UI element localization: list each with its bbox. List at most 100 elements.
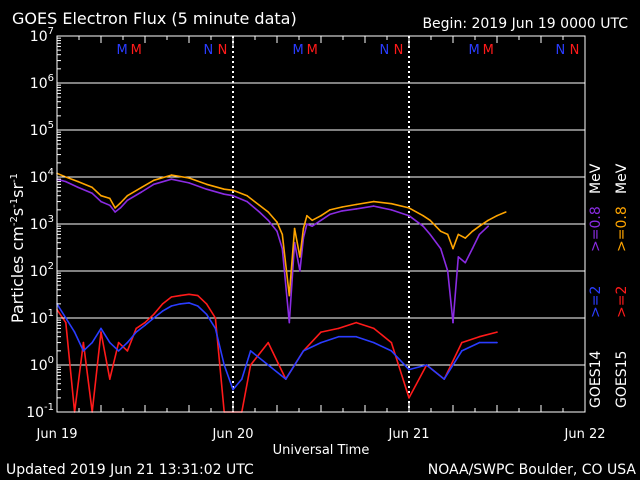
event-marker-5: M (307, 43, 318, 58)
data-point-1-28 (329, 213, 331, 216)
event-marker-6: N (379, 43, 389, 58)
y-tick-exponent: 2 (48, 261, 54, 272)
legend-satellite-0: GOES14 (588, 350, 604, 408)
data-point-0-30 (355, 203, 358, 206)
event-marker-4: M (293, 43, 304, 58)
data-point-0-42 (478, 225, 481, 227)
data-point-0-10 (153, 179, 155, 182)
data-point-0-35 (429, 219, 431, 222)
data-point-3-20 (232, 388, 234, 391)
data-point-0-38 (452, 247, 454, 250)
y-tick-base: 10 (30, 76, 48, 92)
legend-entry-0-0: >=2 (588, 286, 604, 318)
y-tick-base: 10 (30, 358, 48, 374)
y-tick-base: 10 (30, 311, 48, 327)
data-point-3-5 (100, 327, 102, 330)
data-point-0-28 (329, 209, 331, 211)
data-point-1-40 (464, 261, 467, 264)
data-point-3-23 (267, 364, 270, 366)
data-point-2-6 (109, 378, 111, 380)
data-point-3-32 (425, 364, 428, 366)
data-point-3-29 (373, 341, 375, 344)
data-point-3-12 (161, 310, 164, 312)
legend-satellite-1: GOES15 (614, 351, 630, 408)
x-tick-label-1: Jun 20 (212, 427, 254, 442)
updated-timestamp: Updated 2019 Jun 21 13:31:02 UTC (6, 462, 254, 478)
data-point-1-43 (487, 225, 490, 227)
data-point-0-32 (390, 202, 393, 205)
data-point-2-11 (153, 313, 155, 316)
data-point-3-2 (73, 331, 76, 333)
data-point-1-13 (205, 188, 208, 190)
data-point-3-33 (443, 378, 446, 380)
data-point-1-26 (311, 225, 314, 227)
data-point-1-15 (232, 194, 234, 197)
data-point-3-19 (223, 364, 225, 366)
data-point-2-35 (478, 335, 481, 338)
data-point-3-15 (188, 302, 190, 304)
data-point-1-14 (223, 193, 225, 195)
event-marker-0: M (117, 43, 128, 58)
data-point-0-43 (487, 219, 490, 222)
data-point-0-15 (232, 189, 234, 192)
data-point-0-14 (223, 188, 225, 190)
x-tick-label-3: Jun 22 (564, 427, 606, 442)
data-point-0-12 (188, 177, 190, 179)
data-point-2-27 (337, 327, 340, 330)
data-point-0-41 (471, 230, 474, 233)
y-axis-label-exp-2: -1 (9, 198, 20, 208)
y-axis-label-exp-3: -1 (9, 173, 20, 183)
data-point-0-39 (457, 233, 460, 236)
y-tick-exponent: 5 (48, 120, 54, 131)
data-point-0-4 (100, 194, 102, 197)
data-point-1-29 (341, 210, 343, 212)
data-point-2-29 (373, 327, 375, 330)
data-point-1-4 (100, 200, 102, 203)
data-point-0-17 (258, 204, 261, 207)
data-point-1-36 (439, 247, 442, 250)
grid (57, 82, 585, 366)
y-axis-label-part-1: Particles cm (8, 226, 27, 323)
data-point-2-22 (249, 364, 252, 366)
data-point-3-8 (126, 341, 129, 344)
y-tick-label-1: 100 (30, 355, 54, 374)
data-point-3-30 (390, 350, 393, 352)
data-point-1-32 (390, 209, 393, 211)
data-point-0-34 (422, 214, 424, 217)
data-point-1-27 (320, 219, 322, 222)
data-point-2-1 (65, 321, 67, 324)
data-point-3-10 (144, 324, 146, 327)
series-line-0 (56, 172, 507, 297)
data-point-2-18 (214, 317, 217, 319)
data-point-3-25 (302, 350, 305, 352)
data-point-0-18 (267, 211, 270, 213)
data-point-1-37 (446, 270, 449, 272)
data-point-0-7 (119, 202, 122, 204)
data-point-2-10 (144, 321, 146, 324)
legend: GOES14 >=2 >=0.8 MeV GOES15 >=2 >=0.8 MeV (588, 163, 630, 408)
data-point-3-35 (478, 341, 481, 344)
data-point-0-2 (77, 180, 79, 183)
data-point-1-23 (299, 270, 301, 272)
data-point-1-34 (422, 225, 424, 227)
legend-unit-0: MeV (588, 163, 604, 194)
data-point-0-44 (496, 214, 498, 217)
legend-group-1: GOES15 >=2 >=0.8 MeV (614, 163, 630, 408)
event-marker-3: N (218, 43, 228, 58)
data-point-0-1 (65, 176, 67, 178)
x-axis-ticks: Jun 19 Jun 20 Jun 21 Jun 22 (36, 36, 606, 442)
x-tick-label-0: Jun 19 (36, 427, 78, 442)
data-point-2-14 (179, 294, 181, 297)
data-point-2-34 (461, 341, 463, 344)
data-point-1-10 (153, 183, 155, 186)
x-tick-label-2: Jun 21 (388, 427, 430, 442)
data-point-0-3 (91, 186, 93, 189)
event-marker-7: N (394, 43, 404, 58)
data-point-0-36 (439, 230, 442, 233)
data-point-3-22 (249, 350, 252, 352)
data-point-3-18 (214, 327, 217, 330)
data-point-0-21 (288, 294, 291, 297)
